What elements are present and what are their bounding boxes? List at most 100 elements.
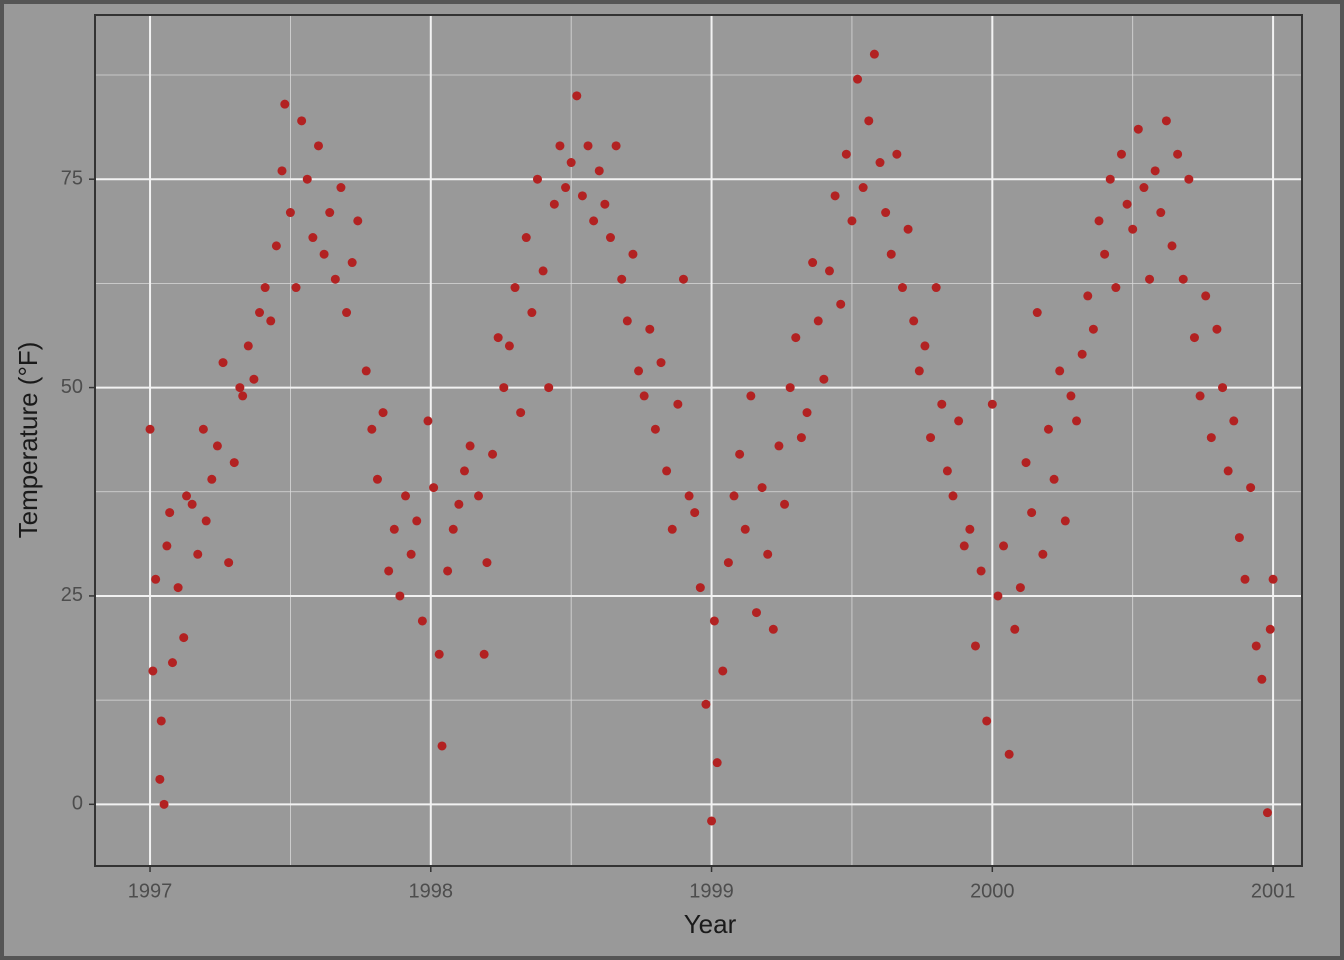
point: [443, 566, 453, 576]
point: [308, 233, 318, 243]
point: [1100, 249, 1110, 259]
point: [954, 416, 964, 426]
point: [1055, 366, 1065, 376]
point: [577, 191, 587, 201]
point: [712, 758, 722, 768]
x-tick-label: 2001: [1251, 880, 1296, 902]
point: [605, 233, 615, 243]
point: [437, 741, 447, 751]
point: [342, 308, 352, 318]
point: [212, 441, 222, 451]
point: [796, 433, 806, 443]
point: [1116, 149, 1126, 159]
point: [499, 383, 509, 393]
point: [583, 141, 593, 151]
x-tick-label: 1999: [689, 880, 734, 902]
point: [1122, 199, 1132, 209]
point: [336, 183, 346, 193]
point: [707, 816, 717, 826]
point: [235, 383, 245, 393]
point: [645, 324, 655, 334]
point: [198, 424, 208, 434]
point: [516, 408, 526, 418]
point: [378, 408, 388, 418]
point: [372, 474, 382, 484]
point: [280, 99, 290, 109]
point: [474, 491, 484, 501]
point: [297, 116, 307, 126]
point: [785, 383, 795, 393]
point: [1195, 391, 1205, 401]
point: [187, 499, 197, 509]
point: [931, 283, 941, 293]
point: [948, 491, 958, 501]
point: [482, 558, 492, 568]
point: [830, 191, 840, 201]
point: [255, 308, 265, 318]
point: [1060, 516, 1070, 526]
point: [207, 474, 217, 484]
point: [1234, 533, 1244, 543]
point: [757, 483, 767, 493]
point: [701, 699, 711, 709]
point: [448, 524, 458, 534]
point: [1088, 324, 1098, 334]
point: [914, 366, 924, 376]
point: [926, 433, 936, 443]
point: [1251, 641, 1261, 651]
point: [1189, 333, 1199, 343]
x-tick-label: 1997: [128, 880, 173, 902]
point: [347, 258, 357, 268]
point: [735, 449, 745, 459]
point: [423, 416, 433, 426]
point: [768, 624, 778, 634]
point: [249, 374, 259, 384]
point: [277, 166, 287, 176]
point: [454, 499, 464, 509]
point: [159, 799, 169, 809]
point: [617, 274, 627, 284]
point: [791, 333, 801, 343]
point: [1049, 474, 1059, 484]
point: [622, 316, 632, 326]
point: [572, 91, 582, 101]
point: [291, 283, 301, 293]
point: [1027, 508, 1037, 518]
point: [1094, 216, 1104, 226]
point: [903, 224, 913, 234]
point: [959, 541, 969, 551]
y-axis-title: Temperature (°F): [13, 342, 43, 539]
point: [858, 183, 868, 193]
point: [429, 483, 439, 493]
point: [999, 541, 1009, 551]
point: [864, 116, 874, 126]
point: [1139, 183, 1149, 193]
point: [729, 491, 739, 501]
point: [1223, 466, 1233, 476]
y-tick-label: 25: [61, 584, 83, 606]
point: [544, 383, 554, 393]
point: [920, 341, 930, 351]
point: [1004, 749, 1014, 759]
point: [1043, 424, 1053, 434]
point: [718, 666, 728, 676]
point: [493, 333, 503, 343]
point: [836, 299, 846, 309]
point: [224, 558, 234, 568]
point: [1167, 241, 1177, 251]
point: [993, 591, 1003, 601]
point: [869, 49, 879, 59]
point: [538, 266, 548, 276]
point: [650, 424, 660, 434]
point: [1038, 549, 1048, 559]
point: [193, 549, 203, 559]
point: [330, 274, 340, 284]
point: [384, 566, 394, 576]
point: [808, 258, 818, 268]
point: [723, 558, 733, 568]
point: [1161, 116, 1171, 126]
point: [488, 449, 498, 459]
point: [1133, 124, 1143, 134]
